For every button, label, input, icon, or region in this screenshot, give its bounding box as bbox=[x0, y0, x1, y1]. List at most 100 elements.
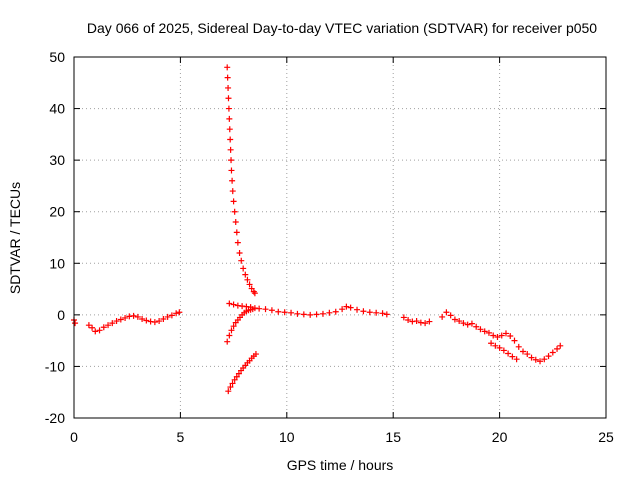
data-point bbox=[541, 356, 548, 363]
y-tick-label: -20 bbox=[45, 410, 65, 426]
data-point bbox=[481, 328, 488, 335]
data-point bbox=[460, 320, 467, 327]
data-point bbox=[326, 309, 333, 316]
data-point bbox=[92, 328, 99, 335]
x-tick-label: 5 bbox=[177, 429, 185, 445]
data-point bbox=[507, 333, 514, 340]
data-point bbox=[262, 306, 269, 313]
data-point bbox=[505, 350, 512, 357]
data-point bbox=[85, 322, 92, 329]
data-point bbox=[139, 315, 146, 322]
x-tick-label: 25 bbox=[598, 429, 614, 445]
data-point bbox=[225, 388, 232, 395]
data-point bbox=[164, 313, 171, 320]
data-point bbox=[230, 301, 237, 308]
data-point bbox=[232, 219, 239, 226]
data-point bbox=[156, 318, 163, 325]
data-point bbox=[226, 126, 233, 133]
data-points bbox=[71, 64, 564, 395]
series-main-trace bbox=[71, 300, 564, 365]
data-point bbox=[249, 306, 256, 313]
y-tick-label: 50 bbox=[49, 49, 65, 65]
data-point bbox=[545, 353, 552, 360]
data-point bbox=[524, 351, 531, 358]
data-point bbox=[439, 313, 446, 320]
data-point bbox=[500, 347, 507, 354]
data-point bbox=[347, 304, 354, 311]
data-point bbox=[130, 312, 137, 319]
data-point bbox=[496, 344, 503, 351]
data-point bbox=[234, 239, 241, 246]
data-point bbox=[379, 310, 386, 317]
data-point bbox=[256, 305, 263, 312]
data-point bbox=[160, 315, 167, 322]
data-point bbox=[464, 321, 471, 328]
y-tick-labels: -20 -10 0 10 20 30 40 50 bbox=[45, 49, 65, 426]
data-point bbox=[498, 332, 505, 339]
data-point bbox=[231, 376, 238, 383]
data-point bbox=[492, 342, 499, 349]
data-point bbox=[227, 146, 234, 153]
data-point bbox=[236, 249, 243, 256]
data-point bbox=[343, 303, 350, 310]
data-point bbox=[233, 229, 240, 236]
series-low-branch bbox=[225, 351, 259, 395]
x-tick-label: 20 bbox=[492, 429, 508, 445]
series-spike bbox=[224, 64, 258, 297]
data-point bbox=[554, 345, 561, 352]
axis-ticks bbox=[73, 56, 607, 419]
data-point bbox=[520, 348, 527, 355]
x-tick-label: 0 bbox=[70, 429, 78, 445]
data-point bbox=[240, 265, 247, 272]
data-point bbox=[89, 324, 96, 331]
data-point bbox=[451, 316, 458, 323]
y-tick-label: 0 bbox=[57, 307, 65, 323]
data-point bbox=[422, 320, 429, 327]
data-point bbox=[117, 316, 124, 323]
data-point bbox=[494, 334, 501, 341]
chart-title: Day 066 of 2025, Sidereal Day-to-day VTE… bbox=[87, 20, 597, 36]
data-point bbox=[176, 309, 183, 316]
data-point bbox=[528, 354, 535, 361]
data-point bbox=[532, 356, 539, 363]
data-point bbox=[227, 384, 234, 391]
data-point bbox=[477, 326, 484, 333]
y-tick-label: 30 bbox=[49, 152, 65, 168]
data-point bbox=[226, 115, 233, 122]
data-point bbox=[228, 167, 235, 174]
data-point bbox=[366, 309, 373, 316]
data-point bbox=[300, 311, 307, 318]
y-tick-label: 10 bbox=[49, 255, 65, 271]
data-point bbox=[251, 290, 258, 297]
plot-frame bbox=[73, 56, 607, 419]
data-point bbox=[72, 320, 79, 327]
data-point bbox=[360, 308, 367, 315]
y-tick-label: 40 bbox=[49, 101, 65, 117]
data-point bbox=[242, 271, 249, 278]
data-point bbox=[426, 318, 433, 325]
data-point bbox=[230, 323, 237, 330]
data-point bbox=[513, 356, 520, 363]
data-point bbox=[502, 330, 509, 337]
data-point bbox=[227, 136, 234, 143]
data-point bbox=[228, 157, 235, 164]
data-point bbox=[354, 306, 361, 313]
data-point bbox=[228, 327, 235, 334]
data-point bbox=[275, 308, 282, 315]
data-point bbox=[557, 342, 564, 349]
data-point bbox=[468, 320, 475, 327]
series-rising-branch bbox=[224, 306, 256, 345]
data-point bbox=[405, 317, 412, 324]
data-point bbox=[233, 373, 240, 380]
series-lower-branch bbox=[488, 340, 520, 363]
x-axis-label: GPS time / hours bbox=[287, 457, 394, 473]
y-axis-label: SDTVAR / TECUs bbox=[7, 182, 23, 294]
data-point bbox=[246, 281, 253, 288]
data-point bbox=[485, 329, 492, 336]
data-point bbox=[105, 322, 112, 329]
data-point bbox=[230, 198, 237, 205]
x-tick-label: 10 bbox=[279, 429, 295, 445]
data-point bbox=[288, 309, 295, 316]
data-point bbox=[268, 307, 275, 314]
